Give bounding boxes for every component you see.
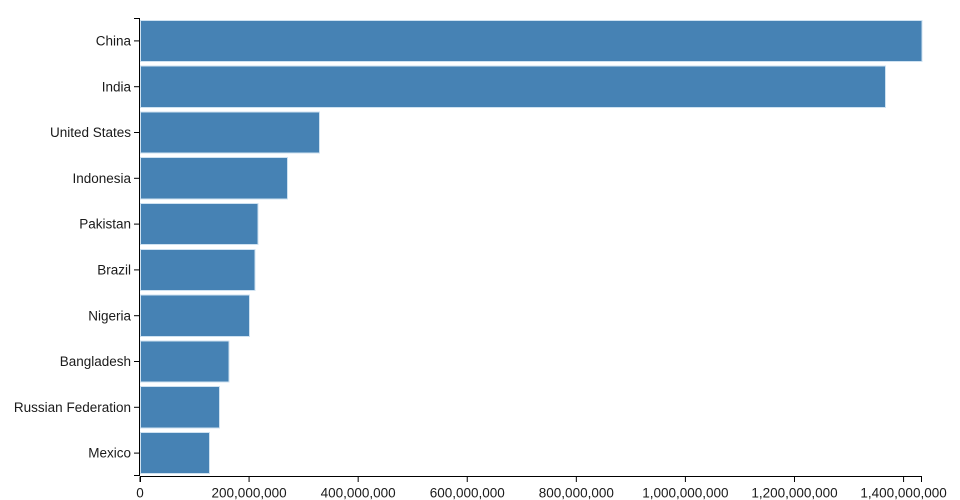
y-tick-label-nigeria: Nigeria <box>88 308 131 323</box>
x-tick-label-1-000-000-000: 1,000,000,000 <box>642 485 728 500</box>
y-tick-label-united-states: United States <box>50 125 131 140</box>
bar-nigeria <box>140 294 251 337</box>
x-tick-label-200-000-000: 200,000,000 <box>212 485 287 500</box>
x-tick-label-1-400-000-000: 1,400,000,000 <box>860 485 946 500</box>
y-tick-label-bangladesh: Bangladesh <box>60 354 131 369</box>
x-tick-label-0: 0 <box>136 485 144 500</box>
y-tick-label-brazil: Brazil <box>97 262 131 277</box>
bar-mexico <box>140 431 211 475</box>
y-tick-label-indonesia: Indonesia <box>72 171 131 186</box>
y-tick-label-russian-federation: Russian Federation <box>14 400 131 415</box>
x-tick-label-800-000-000: 800,000,000 <box>539 485 614 500</box>
bar-china <box>140 19 923 63</box>
x-tick-label-1-200-000-000: 1,200,000,000 <box>751 485 837 500</box>
x-tick-label-400-000-000: 400,000,000 <box>321 485 396 500</box>
y-tick-label-india: India <box>102 79 132 94</box>
y-axis-domain-line <box>134 18 140 476</box>
bars-group <box>140 19 923 475</box>
bar-india <box>140 65 886 108</box>
bar-russian-federation <box>140 386 221 429</box>
bar-indonesia <box>140 157 289 200</box>
y-axis: China India United States Indonesia Pakistan… <box>14 18 140 476</box>
bar-brazil <box>140 248 256 292</box>
bar-united-states <box>140 111 320 154</box>
y-tick-label-pakistan: Pakistan <box>79 217 131 232</box>
x-axis: 0 200,000,000 400,000,000 600,000,000 800,00… <box>136 476 947 500</box>
x-tick-label-600-000-000: 600,000,000 <box>430 485 505 500</box>
y-tick-label-mexico: Mexico <box>88 446 131 461</box>
y-tick-label-china: China <box>96 33 132 48</box>
x-axis-domain-line <box>140 476 922 482</box>
bar-pakistan <box>140 202 259 246</box>
bar-bangladesh <box>140 340 230 383</box>
